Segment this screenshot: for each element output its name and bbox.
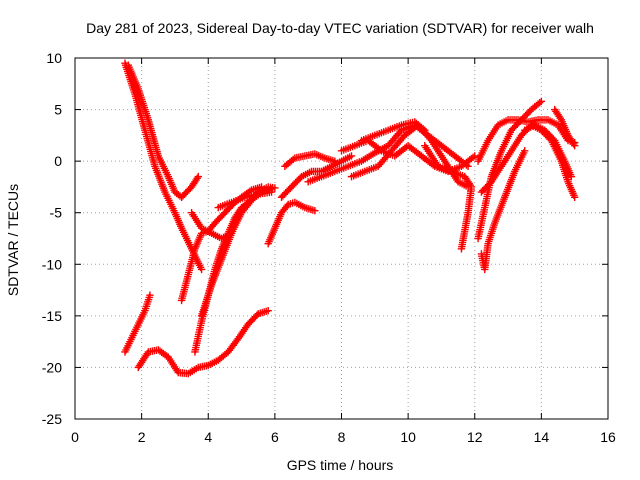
series-track-7 bbox=[197, 185, 276, 320]
data-point bbox=[271, 184, 279, 192]
y-tick-label: -20 bbox=[42, 359, 62, 375]
data-point bbox=[471, 152, 479, 160]
data-point bbox=[570, 193, 579, 201]
data-point bbox=[347, 152, 356, 160]
series-track-22 bbox=[521, 121, 576, 181]
series-track-23 bbox=[551, 105, 579, 150]
series-track-10 bbox=[264, 198, 319, 248]
data-point bbox=[311, 206, 319, 215]
series-track-1 bbox=[121, 59, 206, 274]
x-tick-label: 14 bbox=[534, 429, 550, 445]
data-point bbox=[197, 265, 206, 274]
data-point bbox=[264, 307, 272, 315]
y-tick-label: -10 bbox=[42, 256, 62, 272]
series-track-17 bbox=[421, 141, 476, 253]
plot-frame bbox=[74, 57, 609, 420]
data-point bbox=[567, 172, 576, 181]
y-tick-label: -25 bbox=[42, 411, 62, 427]
x-tick-label: 6 bbox=[271, 429, 279, 445]
y-tick-label: 10 bbox=[46, 50, 62, 66]
x-tick-label: 8 bbox=[338, 429, 346, 445]
y-tick-label: -15 bbox=[42, 308, 62, 324]
series-track-4 bbox=[134, 307, 272, 378]
series-track-12 bbox=[281, 150, 339, 170]
y-tick-label: -5 bbox=[50, 205, 63, 221]
series-track-8 bbox=[187, 209, 236, 243]
series-track-19 bbox=[477, 147, 529, 274]
chart-title: Day 281 of 2023, Sidereal Day-to-day VTE… bbox=[86, 20, 594, 36]
data-point bbox=[521, 147, 529, 155]
x-tick-label: 4 bbox=[204, 429, 212, 445]
y-axis-label: SDTVAR / TECUs bbox=[5, 184, 21, 296]
series-track-2 bbox=[124, 61, 202, 201]
data-point bbox=[331, 157, 339, 165]
x-tick-label: 16 bbox=[600, 429, 616, 445]
data-points bbox=[121, 59, 579, 378]
data-point bbox=[570, 141, 579, 150]
x-axis-label: GPS time / hours bbox=[287, 457, 394, 473]
y-tick-label: 0 bbox=[54, 153, 62, 169]
data-point bbox=[457, 245, 466, 253]
x-tick-label: 12 bbox=[467, 429, 483, 445]
data-point bbox=[537, 97, 546, 106]
data-point bbox=[227, 229, 236, 238]
series-track-3 bbox=[121, 291, 154, 356]
data-point bbox=[267, 188, 276, 196]
data-point bbox=[146, 291, 154, 299]
x-tick-labels: 0 2 4 6 8 10 12 14 16 bbox=[71, 429, 616, 445]
y-tick-label: 5 bbox=[54, 102, 62, 118]
data-point bbox=[421, 126, 429, 134]
series-track-9 bbox=[214, 188, 276, 212]
x-tick-label: 10 bbox=[400, 429, 416, 445]
x-tick-label: 2 bbox=[138, 429, 146, 445]
data-point bbox=[194, 172, 202, 181]
series-track-18 bbox=[474, 97, 546, 243]
y-tick-labels: -25 -20 -15 -10 -5 0 5 10 bbox=[42, 50, 62, 427]
series-track-16 bbox=[357, 118, 429, 145]
x-tick-label: 0 bbox=[71, 429, 79, 445]
